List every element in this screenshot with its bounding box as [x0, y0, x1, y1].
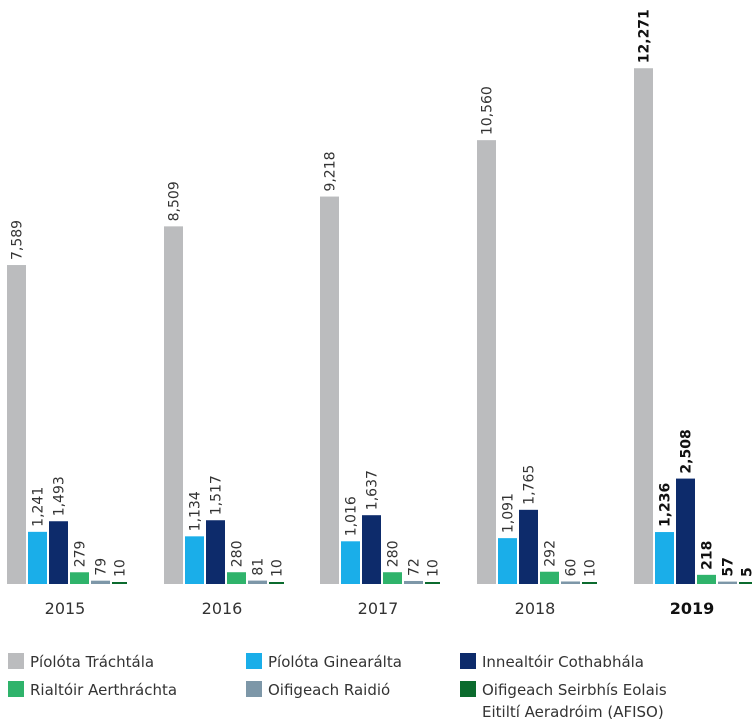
bars-layer: [7, 68, 752, 585]
x-axis-labels: 2015 2016 2017 2018 2019: [45, 599, 715, 618]
bar-2019-rialtoir-aerthrachta: [697, 574, 716, 584]
bar-2018-piolota-ginearalta: [498, 538, 517, 584]
legend-swatch-piolota-ginearalta: [246, 653, 262, 669]
value-label-2017-oifigeach-seirbhis-eolais-eitilti-aeradroim-afiso: 10: [426, 559, 442, 577]
value-label-2017-piolota-ginearalta: 1,016: [344, 496, 360, 536]
x-tick-label-2018: 2018: [515, 599, 556, 618]
legend-label-oifigeach-raidio: Oifigeach Raidió: [268, 681, 390, 699]
bar-2017-piolota-ginearalta: [341, 541, 360, 584]
value-label-2018-oifigeach-raidio: 60: [564, 559, 580, 577]
bar-2015-oifigeach-raidio: [91, 580, 110, 584]
bar-2019-piolota-trachtala: [634, 68, 653, 585]
legend-label-piolota-ginearalta: Píolóta Ginearálta: [268, 653, 402, 671]
bar-2019-oifigeach-seirbhis-eolais-eitilti-aeradroim-afiso: [739, 582, 752, 584]
value-label-2015-piolota-ginearalta: 1,241: [31, 487, 47, 527]
legend-swatch-piolota-trachtala: [8, 653, 24, 669]
value-label-2016-innealtoir-cothabhala: 1,517: [209, 475, 225, 515]
legend-swatch-oifigeach-seirbhis-eolais-eitilti-aeradroim-afiso: [460, 681, 476, 697]
bar-2016-oifigeach-seirbhis-eolais-eitilti-aeradroim-afiso: [269, 582, 284, 584]
value-label-2019-oifigeach-raidio: 57: [721, 557, 737, 576]
bar-2017-piolota-trachtala: [320, 196, 339, 584]
value-label-2018-piolota-trachtala: 10,560: [480, 86, 496, 135]
value-label-2018-piolota-ginearalta: 1,091: [501, 493, 517, 533]
legend-label-rialtoir-aerthrachta: Rialtóir Aerthráchta: [30, 681, 177, 699]
legend-label-piolota-trachtala: Píolóta Tráchtála: [30, 653, 154, 671]
value-label-2019-piolota-ginearalta: 1,236: [658, 483, 674, 527]
value-label-2018-oifigeach-seirbhis-eolais-eitilti-aeradroim-afiso: 10: [583, 559, 599, 577]
bar-2016-piolota-ginearalta: [185, 536, 204, 584]
legend-swatch-innealtoir-cothabhala: [460, 653, 476, 669]
value-label-2016-rialtoir-aerthrachta: 280: [230, 540, 246, 567]
bar-2015-piolota-trachtala: [7, 265, 26, 584]
x-tick-label-2016: 2016: [202, 599, 243, 618]
bar-2019-oifigeach-raidio: [718, 581, 737, 584]
value-label-2016-piolota-trachtala: 8,509: [167, 181, 183, 221]
bar-2018-innealtoir-cothabhala: [519, 509, 538, 584]
legend-label-oifigeach-seirbhis-eolais-eitilti-aeradroim-afiso-line-2: Eitiltí Aeradróim (AFISO): [482, 703, 664, 721]
x-tick-label-2017: 2017: [358, 599, 399, 618]
value-label-2019-piolota-trachtala: 12,271: [637, 9, 653, 63]
value-label-2019-oifigeach-seirbhis-eolais-eitilti-aeradroim-afiso: 5: [740, 567, 752, 577]
value-label-2015-oifigeach-raidio: 79: [94, 558, 110, 576]
value-label-2018-innealtoir-cothabhala: 1,765: [522, 465, 538, 505]
bar-2017-rialtoir-aerthrachta: [383, 572, 402, 584]
value-label-2015-piolota-trachtala: 7,589: [10, 220, 26, 260]
bar-2018-oifigeach-raidio: [561, 581, 580, 584]
value-label-2016-piolota-ginearalta: 1,134: [188, 491, 204, 531]
x-tick-label-2015: 2015: [45, 599, 86, 618]
bar-2018-piolota-trachtala: [477, 140, 496, 584]
bar-2016-rialtoir-aerthrachta: [227, 572, 246, 584]
value-label-2017-piolota-trachtala: 9,218: [323, 151, 339, 191]
bar-2015-oifigeach-seirbhis-eolais-eitilti-aeradroim-afiso: [112, 582, 127, 584]
bar-2015-rialtoir-aerthrachta: [70, 572, 89, 584]
legend-swatch-oifigeach-raidio: [246, 681, 262, 697]
value-label-2019-innealtoir-cothabhala: 2,508: [679, 429, 695, 473]
value-label-2018-rialtoir-aerthrachta: 292: [543, 540, 559, 567]
value-label-2016-oifigeach-raidio: 81: [251, 558, 267, 576]
bar-2017-innealtoir-cothabhala: [362, 515, 381, 584]
legend-swatch-rialtoir-aerthrachta: [8, 681, 24, 697]
bar-2019-innealtoir-cothabhala: [676, 478, 695, 584]
value-label-2015-rialtoir-aerthrachta: 279: [73, 541, 89, 568]
bar-2019-piolota-ginearalta: [655, 532, 674, 584]
bar-2016-innealtoir-cothabhala: [206, 520, 225, 584]
bar-2016-piolota-trachtala: [164, 226, 183, 585]
bar-2018-oifigeach-seirbhis-eolais-eitilti-aeradroim-afiso: [582, 582, 597, 584]
bar-2016-oifigeach-raidio: [248, 580, 267, 584]
legend-label-innealtoir-cothabhala: Innealtóir Cothabhála: [482, 653, 644, 671]
value-label-2017-innealtoir-cothabhala: 1,637: [365, 470, 381, 510]
bar-2015-piolota-ginearalta: [28, 531, 47, 584]
bar-2017-oifigeach-raidio: [404, 580, 423, 584]
bar-2017-oifigeach-seirbhis-eolais-eitilti-aeradroim-afiso: [425, 582, 440, 584]
bar-2015-innealtoir-cothabhala: [49, 521, 68, 584]
value-label-2017-rialtoir-aerthrachta: 280: [386, 540, 402, 567]
legend-label-oifigeach-seirbhis-eolais-eitilti-aeradroim-afiso-line-1: Oifigeach Seirbhís Eolais: [482, 681, 667, 699]
legend: Píolóta Tráchtála Píolóta Ginearálta Innea…: [8, 653, 667, 721]
value-label-2015-innealtoir-cothabhala: 1,493: [52, 476, 68, 516]
x-tick-label-2019: 2019: [670, 599, 715, 618]
value-label-2019-rialtoir-aerthrachta: 218: [700, 541, 716, 570]
value-label-2015-oifigeach-seirbhis-eolais-eitilti-aeradroim-afiso: 10: [113, 559, 129, 577]
value-label-2016-oifigeach-seirbhis-eolais-eitilti-aeradroim-afiso: 10: [270, 559, 286, 577]
bar-2018-rialtoir-aerthrachta: [540, 571, 559, 584]
value-label-2017-oifigeach-raidio: 72: [407, 558, 423, 576]
